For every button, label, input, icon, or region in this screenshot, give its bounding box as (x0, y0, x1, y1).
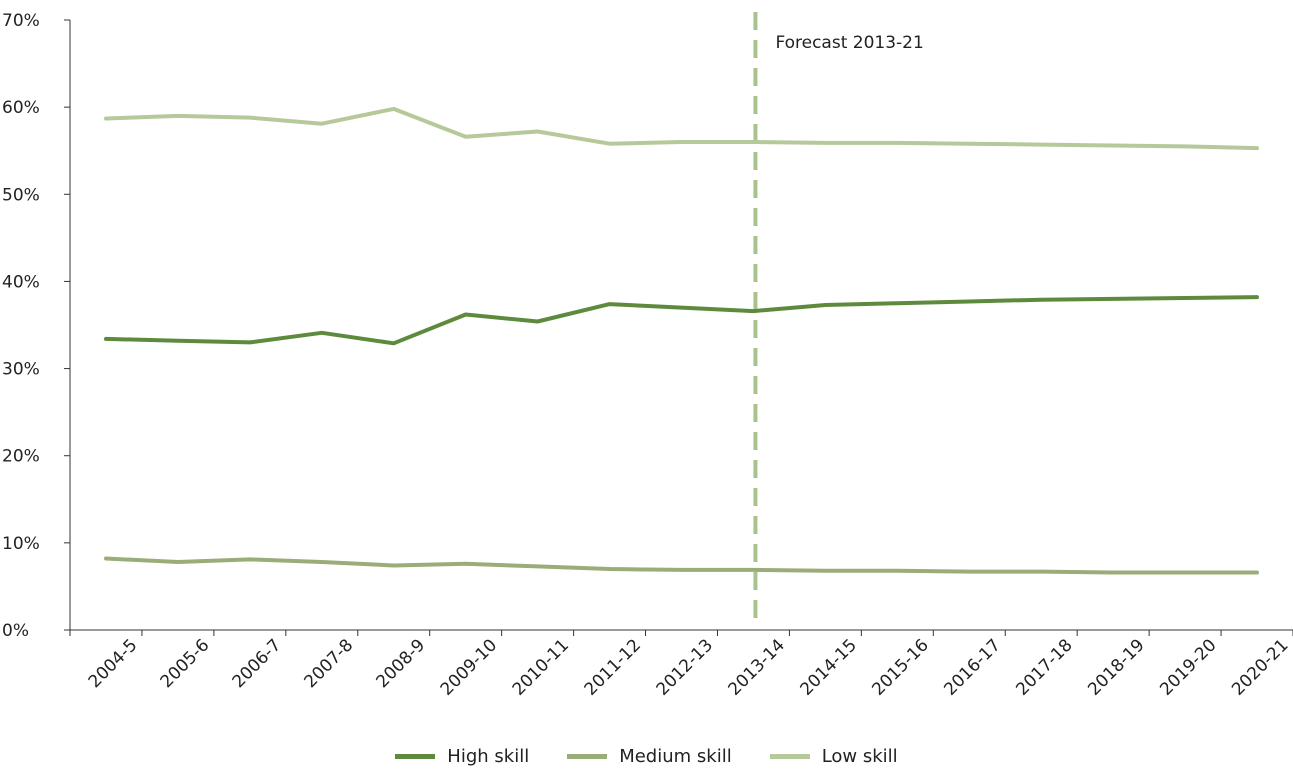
x-tick-label: 2009-10 (437, 635, 501, 699)
legend-item-high-skill: High skill (395, 746, 529, 767)
y-axis-ticks: 0% 10% 20% 30% 40% 50% 60% 70% (2, 11, 70, 641)
forecast-marker: Forecast 2013-21 (753, 12, 924, 620)
y-tick-label: 30% (2, 360, 40, 380)
series-lines (104, 106, 1259, 575)
x-tick-label: 2016-17 (940, 635, 1004, 699)
legend-item-medium-skill: Medium skill (567, 746, 732, 767)
x-axis-ticks: 2004-5 2005-6 2006-7 2007-8 2008-9 2009-10 201… (69, 630, 1293, 700)
x-tick-label: 2010-11 (509, 635, 573, 699)
x-tick-label: 2012-13 (653, 635, 717, 699)
x-tick-label: 2013-14 (725, 635, 789, 699)
legend: High skill Medium skill Low skill (0, 743, 1293, 769)
legend-swatch-low-skill (769, 753, 810, 759)
x-tick-label: 2020-21 (1228, 635, 1292, 699)
legend-label-high-skill: High skill (447, 745, 530, 767)
x-tick-label: 2019-20 (1156, 635, 1220, 699)
forecast-label: Forecast 2013-21 (775, 33, 923, 53)
x-tick-label: 2017-18 (1012, 635, 1076, 699)
series-line-high-skill (104, 295, 1259, 346)
chart-axes (69, 20, 1293, 631)
x-tick-label: 2006-7 (229, 635, 286, 692)
y-tick-label: 70% (2, 11, 40, 31)
y-tick-label: 50% (2, 185, 40, 205)
x-tick-label: 2014-15 (797, 635, 861, 699)
x-tick-label: 2018-19 (1084, 635, 1148, 699)
x-tick-label: 2015-16 (868, 635, 932, 699)
series-line-medium-skill (104, 556, 1259, 575)
legend-swatch-high-skill (395, 753, 436, 759)
legend-label-low-skill: Low skill (821, 745, 898, 767)
x-tick-label: 2008-9 (373, 635, 430, 692)
y-tick-label: 20% (2, 447, 40, 467)
series-line-low-skill (104, 106, 1259, 151)
legend-swatch-medium-skill (567, 753, 608, 759)
y-tick-label: 10% (2, 534, 40, 554)
legend-item-low-skill: Low skill (769, 745, 898, 767)
y-tick-label: 40% (2, 272, 40, 292)
x-tick-label: 2004-5 (85, 635, 142, 692)
legend-label-medium-skill: Medium skill (619, 745, 732, 767)
x-tick-label: 2007-8 (301, 635, 358, 692)
y-tick-label: 60% (2, 98, 40, 118)
x-tick-label: 2005-6 (157, 635, 214, 692)
y-tick-label: 0% (2, 621, 29, 641)
x-tick-label: 2011-12 (581, 635, 645, 699)
